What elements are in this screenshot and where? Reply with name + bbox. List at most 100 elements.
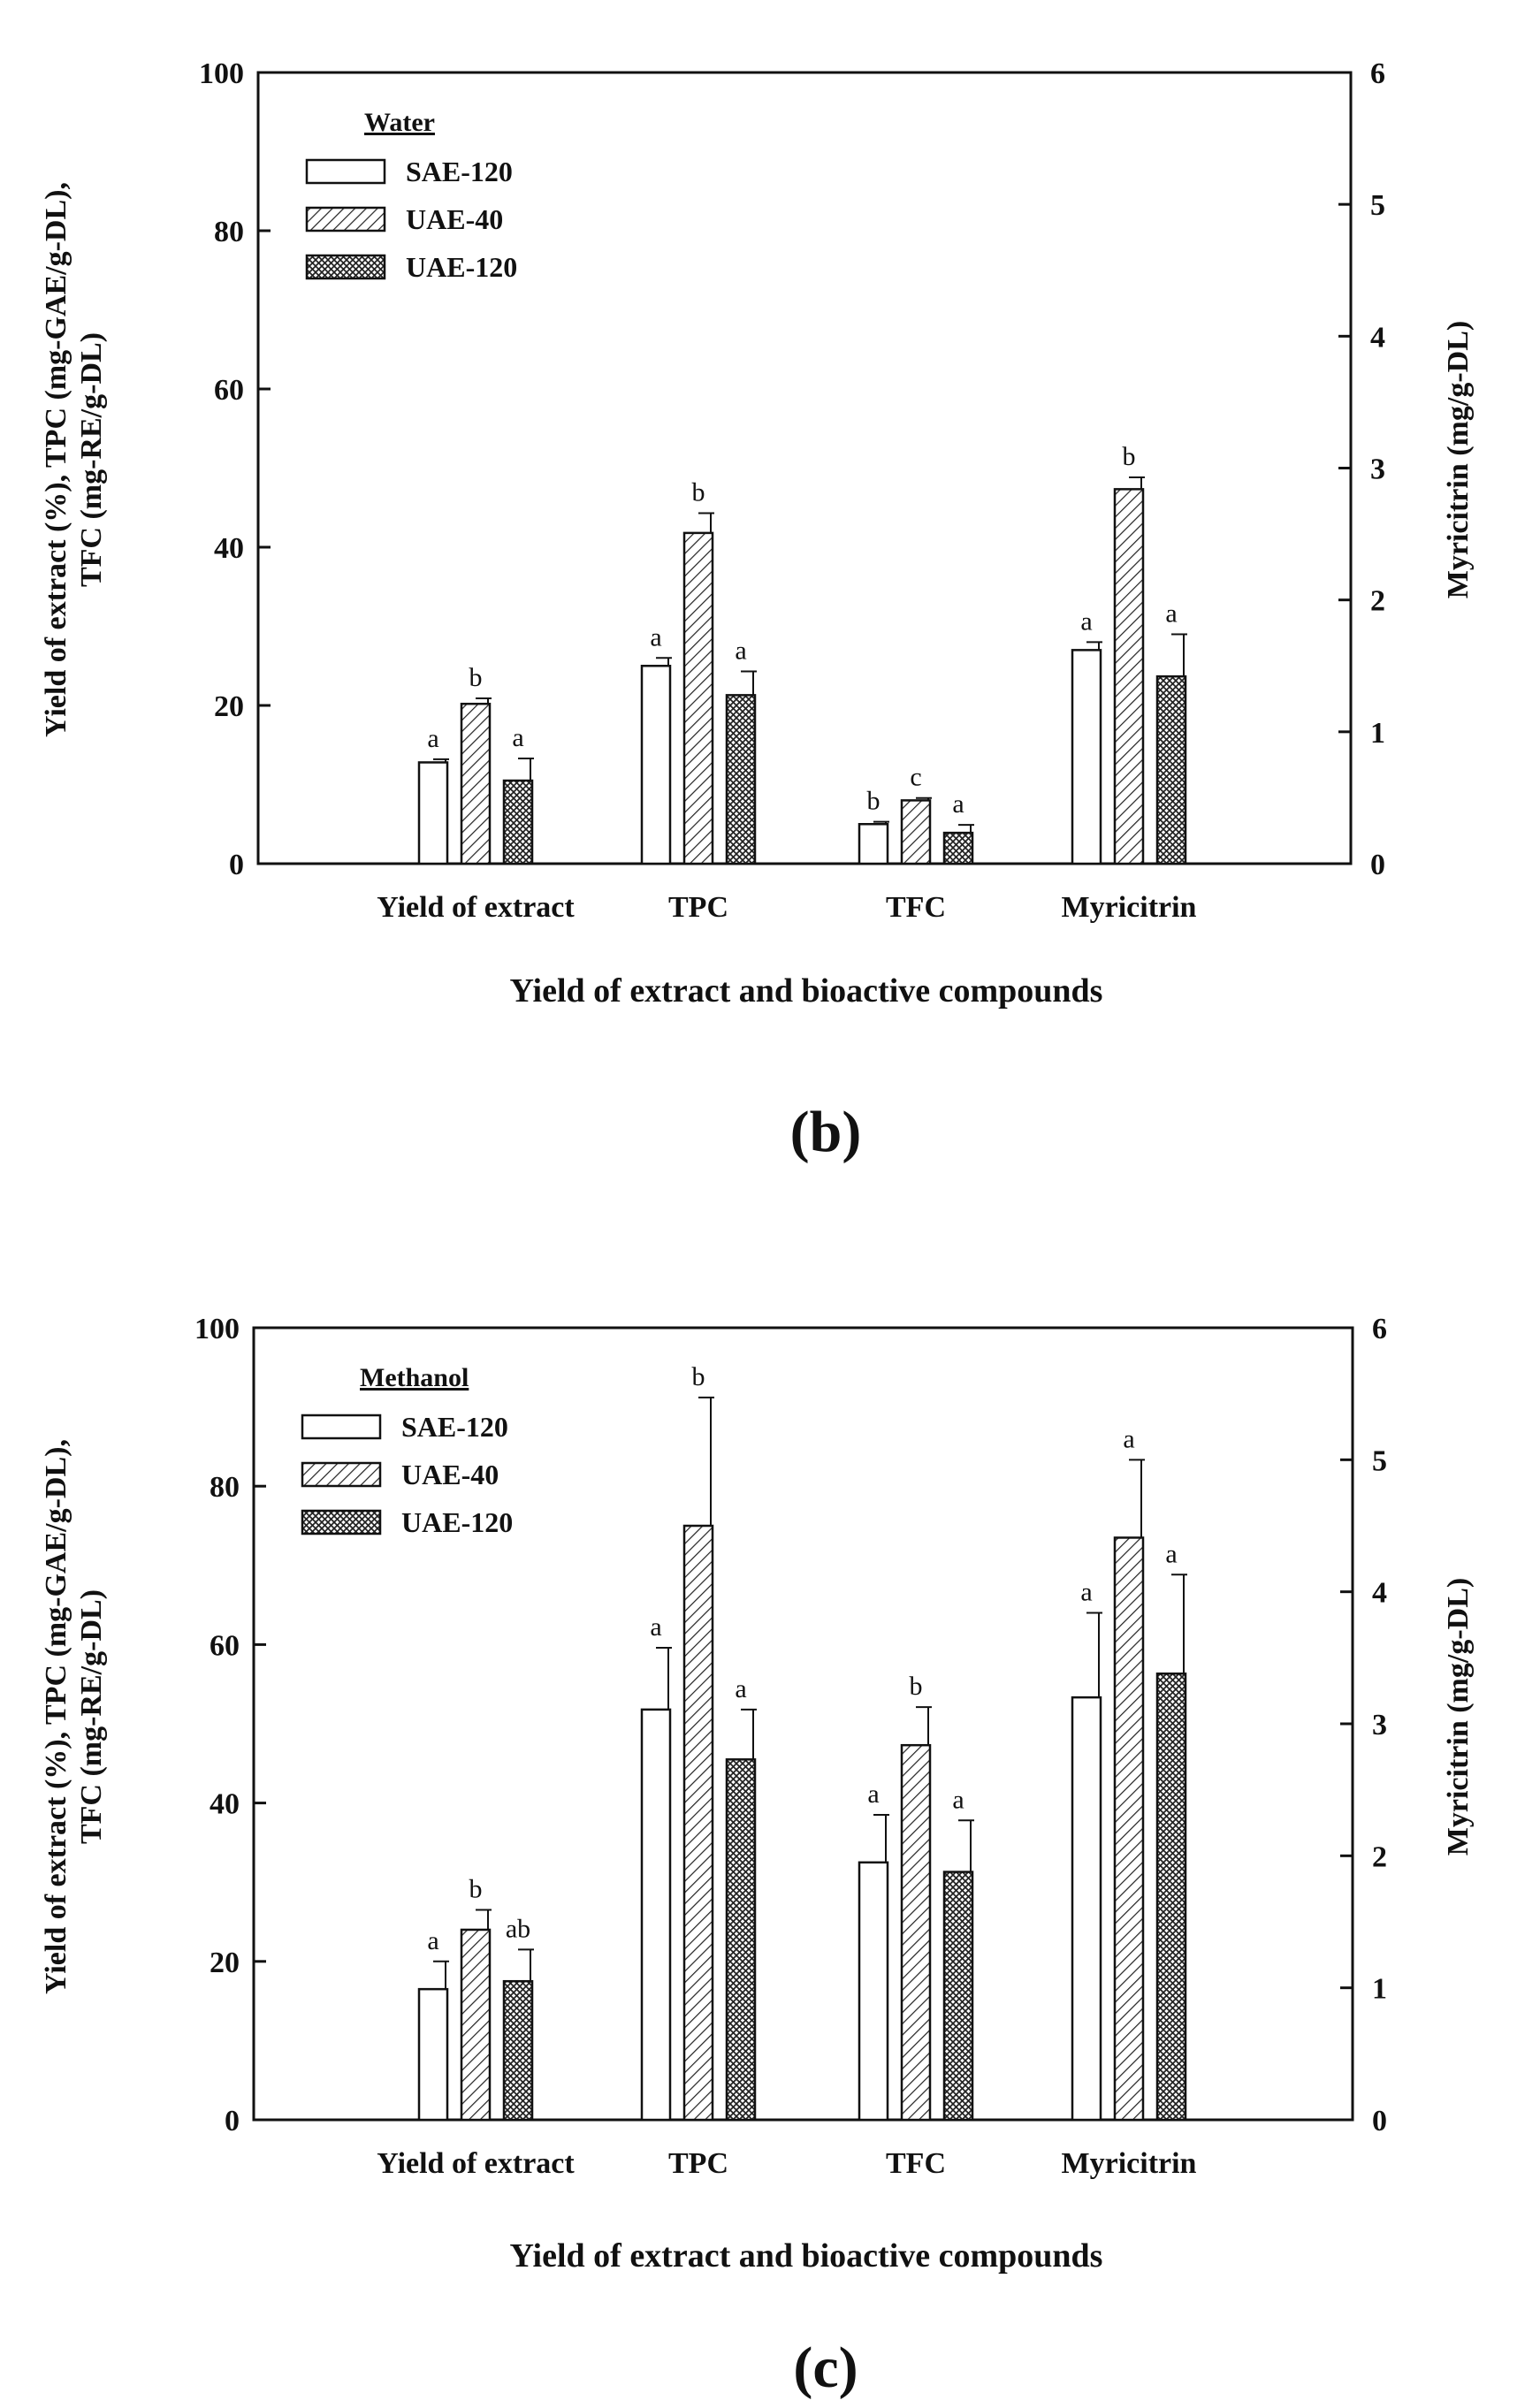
x-axis-category-label: TFC: [886, 2147, 946, 2180]
x-axis-category-label: Myricitrin: [1062, 2147, 1197, 2180]
bar-uae-40: [460, 1928, 492, 2122]
significance-letter: a: [427, 1926, 438, 1955]
bar-uae-40: [1113, 1536, 1145, 2122]
significance-letter: a: [512, 723, 523, 752]
right-axis-tick-label: 3: [1370, 453, 1385, 486]
right-axis-tick-label: 5: [1370, 189, 1385, 222]
left-axis-tick-label: 60: [214, 374, 244, 407]
bar-uae-40: [460, 702, 492, 865]
right-axis-tick-label: 2: [1370, 585, 1385, 618]
right-axis-tick-label: 3: [1372, 1709, 1387, 1741]
significance-letter: a: [952, 1785, 964, 1814]
bar-sae-120: [858, 823, 889, 865]
significance-letter: a: [1165, 598, 1177, 628]
bar-sae-120: [417, 1987, 449, 2122]
bar-uae-120: [725, 694, 757, 865]
bar-uae-120: [502, 779, 534, 865]
bar-uae-120: [942, 831, 974, 865]
left-axis-tick-label: 100: [199, 57, 244, 90]
bar-uae-120: [502, 1979, 534, 2122]
legend-entry-label: UAE-40: [406, 203, 503, 235]
left-axis-tick-label: 0: [229, 849, 244, 881]
significance-letter: a: [427, 724, 438, 753]
right-axis-tick-label: 4: [1370, 321, 1385, 354]
bar-sae-120: [1071, 1696, 1102, 2122]
bar-sae-120: [1071, 649, 1102, 865]
x-axis-category-label: Myricitrin: [1062, 891, 1197, 924]
bar-uae-120: [1155, 674, 1187, 865]
left-axis-tick-label: 40: [214, 532, 244, 565]
left-axis-tick-label: 0: [225, 2105, 240, 2137]
legend-entry-label: SAE-120: [406, 156, 513, 187]
significance-letter: b: [692, 478, 705, 507]
right-axis-tick-label: 1: [1370, 717, 1385, 750]
right-axis-tick-label: 5: [1372, 1444, 1387, 1477]
x-axis-category-label: Yield of extract: [377, 2147, 575, 2180]
left-axis-title: TFC (mg-RE/g-DL): [75, 332, 108, 587]
x-axis-category-label: TFC: [886, 891, 946, 924]
significance-letter: a: [650, 622, 661, 652]
legend-swatch-uae-40: [305, 206, 386, 232]
significance-letter: a: [1165, 1539, 1177, 1568]
x-axis-title: Yield of extract and bioactive compounds: [510, 2237, 1103, 2275]
significance-letter: a: [867, 1779, 879, 1809]
legend-title: Methanol: [360, 1363, 469, 1392]
right-axis-tick-label: 6: [1372, 1313, 1387, 1345]
right-axis-title: Myricitrin (mg/g-DL): [1442, 1578, 1475, 1856]
left-axis-tick-label: 60: [210, 1629, 240, 1662]
bar-uae-40: [682, 531, 714, 865]
left-axis-tick-label: 20: [214, 690, 244, 723]
significance-letter: a: [952, 789, 964, 819]
right-axis-title: Myricitrin (mg/g-DL): [1442, 321, 1475, 598]
bar-sae-120: [417, 761, 449, 865]
bar-uae-40: [900, 799, 932, 865]
left-axis-title: TFC (mg-RE/g-DL): [75, 1589, 108, 1844]
significance-letter: b: [692, 1362, 705, 1391]
legend-swatch-sae-120: [305, 158, 386, 185]
significance-letter: a: [650, 1612, 661, 1642]
bar-sae-120: [640, 1708, 672, 2122]
bar-uae-120: [942, 1871, 974, 2122]
right-axis-tick-label: 0: [1370, 849, 1385, 881]
left-axis-tick-label: 80: [210, 1471, 240, 1504]
bar-sae-120: [858, 1861, 889, 2122]
right-axis-tick-label: 0: [1372, 2105, 1387, 2137]
significance-letter: a: [1123, 1424, 1134, 1453]
right-axis-tick-label: 2: [1372, 1840, 1387, 1873]
left-axis-title: Yield of extract (%), TPC (mg-GAE/g-DL),: [40, 182, 72, 737]
significance-letter: a: [1080, 606, 1092, 636]
bar-uae-40: [1113, 488, 1145, 865]
legend-swatch-sae-120: [301, 1414, 382, 1440]
right-axis-tick-label: 1: [1372, 1973, 1387, 2006]
panel-label: (b): [790, 1100, 862, 1164]
plot-frame: [256, 71, 1353, 865]
legend-entry-label: UAE-120: [406, 251, 517, 283]
legend-swatch-uae-40: [301, 1461, 382, 1488]
legend-title: Water: [364, 108, 435, 137]
significance-letter: b: [910, 1672, 923, 1701]
significance-letter: a: [735, 636, 746, 666]
significance-letter: b: [867, 787, 881, 816]
legend-swatch-uae-120: [301, 1509, 382, 1535]
bar-uae-120: [725, 1758, 757, 2122]
left-axis-tick-label: 20: [210, 1947, 240, 1979]
significance-letter: ab: [506, 1914, 530, 1943]
right-axis-tick-label: 6: [1370, 57, 1385, 90]
significance-letter: a: [735, 1674, 746, 1703]
x-axis-title: Yield of extract and bioactive compounds: [510, 972, 1103, 1010]
right-axis-tick-label: 4: [1372, 1577, 1387, 1610]
legend-entry-label: SAE-120: [401, 1411, 508, 1443]
left-axis-tick-label: 80: [214, 216, 244, 248]
significance-letter: c: [910, 763, 921, 792]
x-axis-category-label: TPC: [668, 2147, 728, 2180]
bar-uae-40: [682, 1524, 714, 2122]
x-axis-category-label: TPC: [668, 891, 728, 924]
left-axis-tick-label: 40: [210, 1788, 240, 1821]
significance-letter: a: [1080, 1578, 1092, 1607]
chart-panel-water: Yield of extract (%), TPC (mg-GAE/g-DL),…: [40, 57, 1475, 1010]
legend-entry-label: UAE-120: [401, 1506, 513, 1538]
bar-uae-120: [1155, 1673, 1187, 2122]
left-axis-tick-label: 100: [194, 1313, 240, 1345]
bar-uae-40: [900, 1743, 932, 2122]
